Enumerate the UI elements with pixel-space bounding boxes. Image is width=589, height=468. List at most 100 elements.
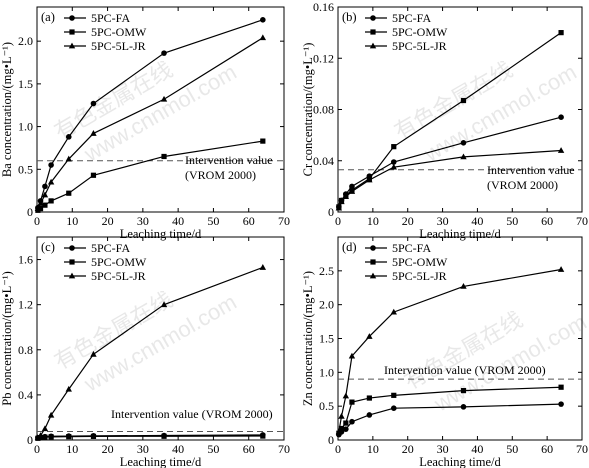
x-tick-label: 0 [34,214,40,228]
y-tick-label: 0 [328,433,334,447]
x-tick-label: 60 [541,214,553,228]
data-point [460,388,467,394]
legend-label: 5PC-OMW [91,255,147,269]
x-tick-label: 0 [34,442,40,456]
y-tick-label: 2.0 [319,298,334,312]
data-point [48,162,54,168]
data-point [390,308,397,315]
y-tick-label: 0.4 [18,388,33,402]
data-point [557,147,565,153]
data-point [90,130,97,136]
x-tick-label: 40 [172,442,184,456]
legend-item: 5PC-OMW [64,25,147,39]
x-tick-label: 60 [243,442,255,456]
data-point [37,200,44,206]
data-point [342,392,350,399]
x-axis-label: Leaching time/d [419,227,501,241]
x-tick-label: 50 [207,442,219,456]
legend-label: 5PC-OMW [392,255,448,269]
data-point [161,153,167,160]
series-line [338,268,562,432]
data-point [47,411,55,418]
data-point [90,100,97,107]
x-tick-label: 30 [137,214,149,228]
legend-marker [68,272,76,279]
y-tick-label: 2.0 [18,34,33,48]
x-tick-label: 40 [471,442,483,456]
legend-item: 5PC-5L-JR [64,269,146,283]
x-tick-label: 10 [66,214,78,228]
data-point [390,405,397,411]
data-point [66,434,72,440]
legend-item: 5PC-OMW [365,255,448,269]
legend-label: 5PC-5L-JR [392,269,447,283]
data-point [366,333,373,339]
data-point [41,191,49,198]
x-tick-label: 20 [102,442,114,456]
panel-label: (b) [342,10,357,24]
legend-marker [69,29,75,35]
y-tick-label: 1.0 [18,120,33,134]
x-tick-label: 0 [335,442,341,456]
x-tick-label: 0 [335,214,341,228]
data-point [460,153,467,160]
legend-item: 5PC-FA [365,11,431,25]
x-tick-label: 50 [506,442,518,456]
y-tick-label: 0.16 [313,0,334,14]
y-tick-label: 0 [328,205,334,219]
y-tick-label: 0 [27,205,33,219]
y-tick-label: 0 [27,433,33,447]
intervention-value-label: Intervention value [487,163,575,177]
legend-item: 5PC-OMW [365,25,448,39]
x-tick-label: 70 [278,214,290,228]
x-tick-label: 10 [367,442,379,456]
legend-item: 5PC-5L-JR [365,269,447,283]
data-point [41,425,49,432]
legend-label: 5PC-FA [392,11,431,25]
legend-label: 5PC-OMW [91,25,147,39]
legend-marker [69,259,75,265]
data-point [391,392,397,398]
data-point [558,30,564,36]
legend-item: 5PC-5L-JR [365,39,447,53]
data-point [343,426,349,432]
y-tick-label: 0.8 [18,343,33,357]
x-axis-label: Leaching time/d [120,455,202,468]
data-point [48,434,54,440]
data-point [66,190,72,196]
series-5pc-5l-jr [34,264,267,441]
data-point [90,172,97,178]
y-tick-label: 0.08 [313,103,334,117]
panel-label: (d) [342,240,357,254]
x-tick-label: 70 [278,442,290,456]
data-point [390,163,397,170]
series-5pc-5l-jr [335,266,565,435]
x-tick-label: 10 [367,214,379,228]
data-point [390,159,397,165]
data-point [558,401,564,407]
x-tick-label: 30 [137,442,149,456]
plot-frame [36,6,285,213]
data-point [391,144,397,150]
data-point [48,198,54,204]
data-point [338,198,345,205]
legend-label: 5PC-5L-JR [91,269,146,283]
y-tick-label: 1.6 [18,253,33,267]
x-tick-label: 70 [576,214,588,228]
data-point [160,301,168,308]
legend-marker [369,272,377,279]
data-point [557,266,565,272]
data-point [366,412,373,418]
series-5pc-5l-jr [335,147,565,211]
data-point [366,176,373,183]
data-point [460,282,467,289]
series-5pc-fa [336,401,564,438]
legend-marker [370,245,376,251]
data-point [460,140,467,146]
